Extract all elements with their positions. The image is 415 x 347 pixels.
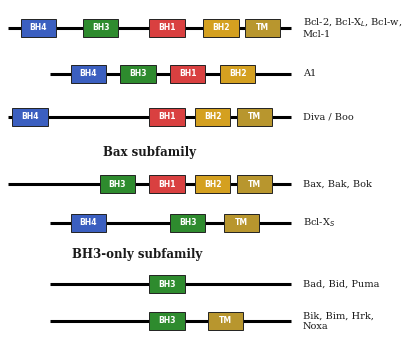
Text: A1: A1	[303, 69, 316, 78]
Text: BH2: BH2	[229, 69, 247, 78]
FancyBboxPatch shape	[12, 108, 48, 126]
Text: BH1: BH1	[158, 112, 176, 121]
Text: Bad, Bid, Puma: Bad, Bid, Puma	[303, 280, 379, 289]
Text: BH2: BH2	[204, 112, 222, 121]
FancyBboxPatch shape	[21, 19, 56, 36]
FancyBboxPatch shape	[245, 19, 280, 36]
Text: BH4: BH4	[79, 69, 97, 78]
Text: TM: TM	[219, 316, 232, 325]
FancyBboxPatch shape	[220, 65, 255, 83]
Text: BH3: BH3	[108, 180, 126, 189]
Text: BH1: BH1	[179, 69, 197, 78]
FancyBboxPatch shape	[237, 175, 272, 193]
Text: Bcl-X$_S$: Bcl-X$_S$	[303, 216, 335, 229]
Text: BH3: BH3	[158, 316, 176, 325]
FancyBboxPatch shape	[170, 65, 205, 83]
FancyBboxPatch shape	[100, 175, 135, 193]
Text: BH4: BH4	[29, 23, 47, 32]
Text: BH4: BH4	[79, 218, 97, 227]
FancyBboxPatch shape	[149, 108, 185, 126]
Text: Bcl-2, Bcl-X$_L$, Bcl-w,
Mcl-1: Bcl-2, Bcl-X$_L$, Bcl-w, Mcl-1	[303, 16, 402, 39]
FancyBboxPatch shape	[237, 108, 272, 126]
Text: BH2: BH2	[212, 23, 230, 32]
FancyBboxPatch shape	[71, 65, 106, 83]
Text: TM: TM	[256, 23, 269, 32]
FancyBboxPatch shape	[195, 175, 230, 193]
Text: Diva / Boo: Diva / Boo	[303, 112, 354, 121]
Text: TM: TM	[235, 218, 248, 227]
FancyBboxPatch shape	[83, 19, 118, 36]
FancyBboxPatch shape	[120, 65, 156, 83]
Text: TM: TM	[248, 112, 261, 121]
FancyBboxPatch shape	[71, 214, 106, 231]
Text: BH3: BH3	[158, 280, 176, 289]
FancyBboxPatch shape	[149, 312, 185, 330]
Text: BH3: BH3	[179, 218, 197, 227]
Text: BH1: BH1	[158, 180, 176, 189]
Text: BH3-only subfamily: BH3-only subfamily	[72, 248, 202, 261]
FancyBboxPatch shape	[208, 312, 243, 330]
FancyBboxPatch shape	[224, 214, 259, 231]
Text: Bax, Bak, Bok: Bax, Bak, Bok	[303, 180, 372, 189]
Text: BH4: BH4	[21, 112, 39, 121]
Text: BH3: BH3	[92, 23, 110, 32]
Text: BH3: BH3	[129, 69, 147, 78]
Text: Bik, Bim, Hrk,
Noxa: Bik, Bim, Hrk, Noxa	[303, 311, 374, 331]
Text: TM: TM	[248, 180, 261, 189]
Text: BH1: BH1	[158, 23, 176, 32]
Text: Bax subfamily: Bax subfamily	[103, 145, 196, 159]
FancyBboxPatch shape	[149, 175, 185, 193]
FancyBboxPatch shape	[149, 275, 185, 293]
FancyBboxPatch shape	[203, 19, 239, 36]
FancyBboxPatch shape	[170, 214, 205, 231]
Text: BH2: BH2	[204, 180, 222, 189]
FancyBboxPatch shape	[149, 19, 185, 36]
FancyBboxPatch shape	[195, 108, 230, 126]
